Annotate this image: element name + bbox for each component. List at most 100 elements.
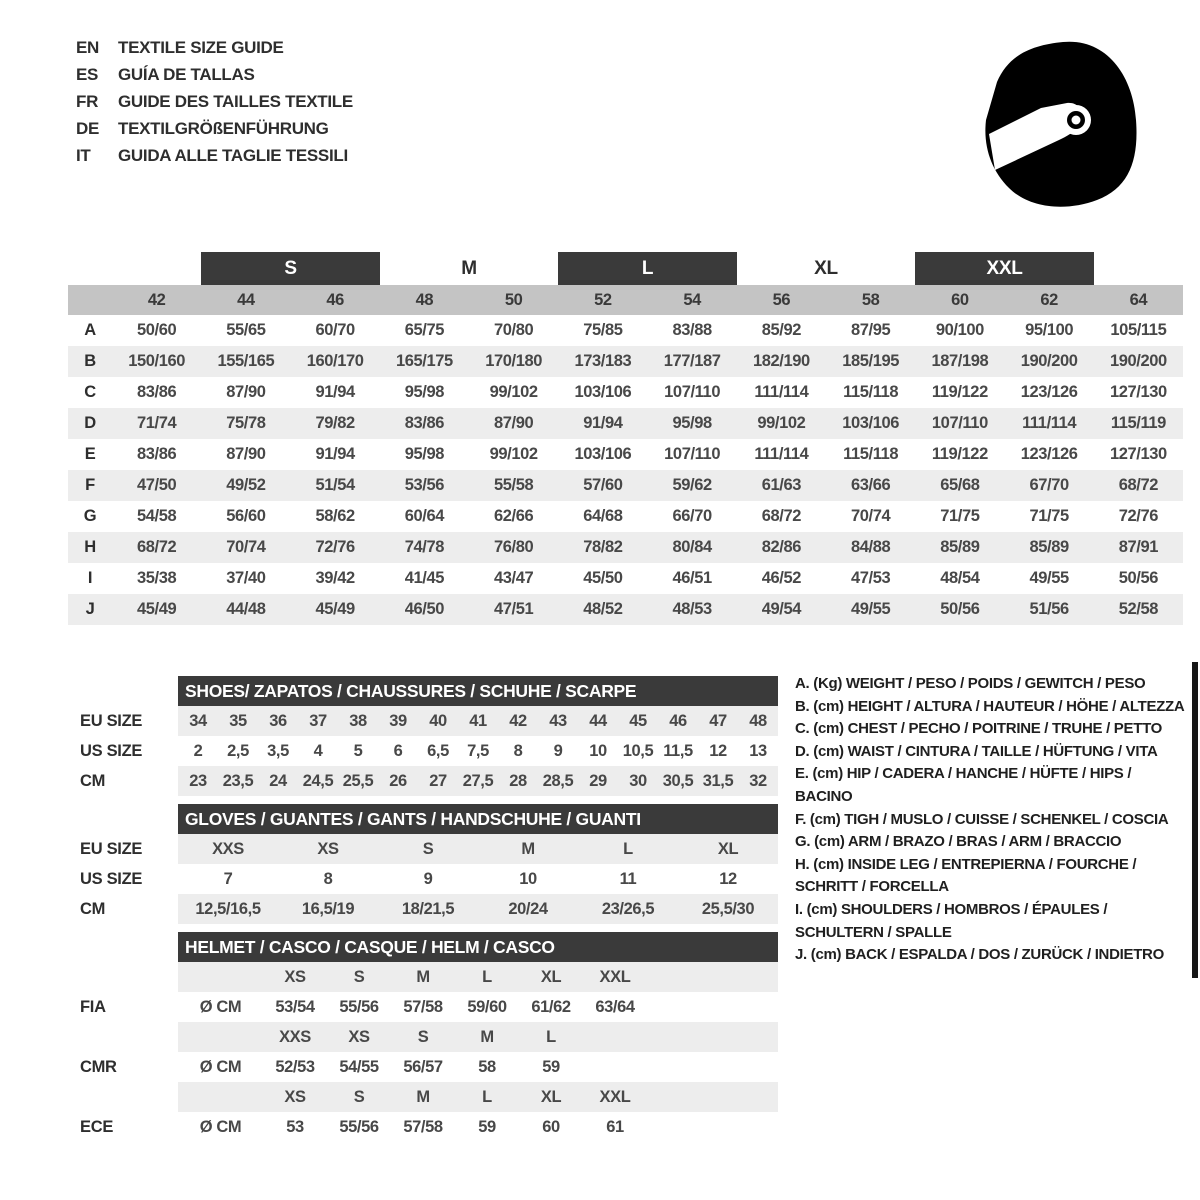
helmet-size: L	[546, 1027, 556, 1046]
legend-item-d: D. (cm) WAIST / CINTURA / TAILLE / HÜFTU…	[795, 742, 1158, 760]
size-value: 99/102	[489, 383, 538, 401]
band-value: 32	[749, 771, 767, 790]
band-value: 2	[193, 741, 203, 760]
diameter-label: Ø CM	[199, 997, 242, 1016]
size-value: 71/75	[940, 507, 980, 525]
numeric-size: 48	[415, 290, 434, 309]
helmet-value	[583, 1052, 647, 1082]
value-band: XXS XS S M L XL	[178, 834, 778, 864]
size-value: 67/70	[1029, 476, 1069, 494]
band-value: 30	[629, 771, 647, 790]
band-value: 10	[589, 741, 607, 760]
size-value: 57/60	[583, 476, 623, 494]
helmet-value: 59	[542, 1057, 560, 1076]
size-value: 75/78	[226, 414, 266, 432]
helmet-sizes-row-cmr: XXS XS S M L	[68, 1022, 780, 1052]
numeric-size: 62	[1040, 290, 1058, 309]
size-value: 68/72	[136, 538, 177, 556]
helmet-table-title: HELMET / CASCO / CASQUE / HELM / CASCO	[178, 932, 778, 962]
size-value: 41/45	[404, 569, 445, 587]
band-row-cm: CM 12,5/16,5 16,5/19 18/21,5 20/24 23/26,5 25,…	[68, 894, 780, 924]
size-value: 103/106	[574, 383, 632, 401]
language-code: DE	[76, 118, 100, 138]
row-label	[68, 1082, 178, 1112]
filler-cell	[647, 1052, 778, 1082]
language-code: EN	[76, 37, 100, 57]
helmet-size	[583, 1022, 647, 1052]
band-value: 10,5	[622, 741, 654, 760]
helmet-size: L	[482, 1087, 492, 1106]
size-value: 49/54	[761, 600, 802, 618]
size-value: 91/94	[315, 383, 355, 401]
band-value: 36	[269, 711, 287, 730]
band-value: 10	[519, 869, 537, 888]
size-value: 190/200	[1020, 352, 1078, 370]
filler-cell	[647, 992, 778, 1022]
size-value: 62/66	[493, 507, 534, 525]
bottom-sections: SHOES/ ZAPATOS / CHAUSSURES / SCHUHE / S…	[68, 676, 780, 1142]
size-value: 82/86	[761, 538, 802, 556]
numeric-size: 60	[951, 290, 969, 309]
size-value: 103/106	[842, 414, 900, 432]
size-value: 105/115	[1110, 321, 1167, 339]
size-value: 78/82	[583, 538, 623, 556]
band-value: 18/21,5	[401, 899, 455, 918]
size-value: 107/110	[664, 445, 721, 463]
band-value: 8	[323, 869, 333, 888]
size-value: 85/89	[1029, 538, 1069, 556]
size-value: 123/126	[1020, 383, 1078, 401]
row-label	[68, 962, 178, 992]
corner-cell	[68, 285, 112, 315]
band-value: 37	[309, 711, 327, 730]
size-value: 60/70	[315, 321, 355, 339]
value-band: 12,5/16,5 16,5/19 18/21,5 20/24 23/26,5 25,5/…	[178, 894, 778, 924]
helmet-value: 56/57	[403, 1057, 443, 1076]
row-label: CM	[80, 899, 106, 918]
size-value: 85/92	[761, 321, 802, 339]
size-group-s: S	[201, 252, 380, 285]
helmet-size: XL	[540, 967, 562, 986]
band-value: 25,5	[342, 771, 374, 790]
band-value: S	[422, 839, 434, 858]
size-value: 51/56	[1029, 600, 1069, 618]
band-value: 29	[589, 771, 607, 790]
shoes-table-title: SHOES/ ZAPATOS / CHAUSSURES / SCHUHE / S…	[178, 676, 778, 706]
size-value: 45/49	[315, 600, 355, 618]
size-value: 46/50	[404, 600, 445, 618]
size-value: 50/60	[136, 321, 177, 339]
size-value: 49/55	[850, 600, 891, 618]
band-value: 28,5	[542, 771, 574, 790]
band-value: 47	[709, 711, 727, 730]
numeric-size: 56	[772, 290, 791, 309]
size-value: 123/126	[1020, 445, 1078, 463]
band-row-eu-size: EU SIZE 34 35 36 37 38 39 40 41 42 43 44 45 46 47 48	[68, 706, 780, 736]
measurement-row-c: C 83/86 87/90 91/94 95/98 99/102 103/106 107/11…	[68, 377, 1183, 408]
row-label: US SIZE	[80, 741, 143, 760]
size-value: 173/183	[574, 352, 632, 370]
main-size-table: S M L XL XXL 42 44 46 48 50 52 54 56 58 60 62 64 A 50/60 55…	[68, 252, 1183, 625]
size-value: 95/100	[1025, 321, 1074, 339]
band-value: 20/24	[508, 899, 548, 918]
image-edge-artifact	[1192, 662, 1198, 978]
band-value: 48	[749, 711, 767, 730]
size-value: 177/187	[663, 352, 721, 370]
value-band: 2 2,5 3,5 4 5 6 6,5 7,5 8 9 10 10,5 11,5 12 13	[178, 736, 778, 766]
standard-label: CMR	[80, 1057, 117, 1076]
band-value: 43	[549, 711, 567, 730]
band-value: 13	[749, 741, 767, 760]
band-value: 7	[223, 869, 233, 888]
helmet-value: 63/64	[595, 997, 635, 1016]
racing-helmet-icon	[975, 36, 1145, 212]
size-value: 45/49	[136, 600, 177, 618]
band-value: 7,5	[467, 741, 489, 760]
size-value: 50/56	[940, 600, 980, 618]
row-letter: H	[84, 538, 96, 556]
guide-title: GUIDE DES TAILLES TEXTILE	[118, 91, 353, 111]
band-value: 3,5	[267, 741, 289, 760]
size-value: 44/48	[226, 600, 266, 618]
size-value: 87/91	[1118, 538, 1159, 556]
band-value: 5	[353, 741, 363, 760]
band-value: 11,5	[663, 741, 693, 760]
helmet-size: XS	[348, 1027, 370, 1046]
band-value: M	[521, 839, 535, 858]
